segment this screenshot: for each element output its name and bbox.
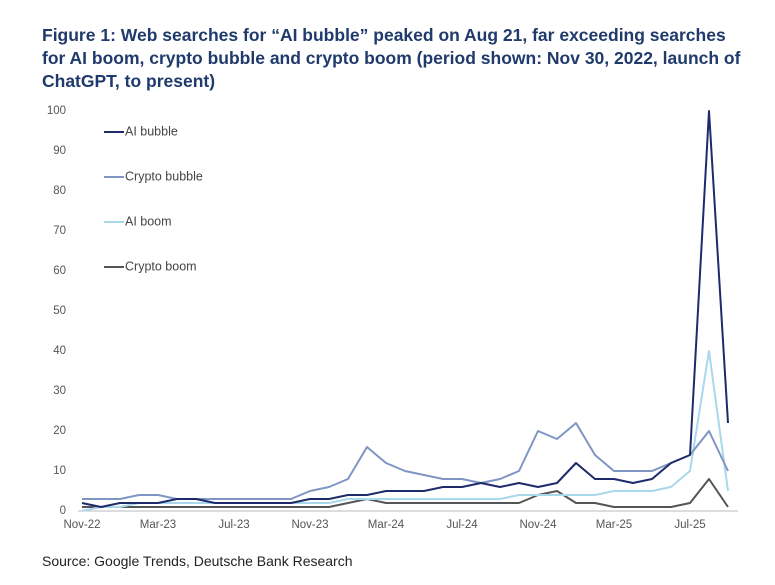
x-tick-label: Jul-25	[674, 519, 705, 531]
legend-label: Crypto boom	[125, 259, 197, 273]
y-tick-label: 50	[53, 305, 66, 317]
legend-label: Crypto bubble	[125, 169, 203, 183]
y-tick-label: 90	[53, 145, 66, 157]
y-tick-label: 40	[53, 345, 66, 357]
x-tick-label: Nov-24	[519, 519, 557, 531]
y-tick-label: 20	[53, 425, 66, 437]
y-tick-label: 70	[53, 225, 66, 237]
series-line	[82, 478, 729, 508]
y-tick-label: 0	[60, 505, 66, 517]
y-tick-label: 10	[53, 465, 66, 477]
x-tick-label: Mar-23	[140, 519, 176, 531]
y-tick-label: 60	[53, 265, 66, 277]
x-tick-label: Nov-23	[291, 519, 328, 531]
x-tick-label: Jul-24	[446, 519, 478, 531]
x-tick-label: Mar-25	[596, 519, 632, 531]
series-line	[81, 110, 729, 508]
legend-label: AI bubble	[125, 124, 178, 138]
x-tick-label: Jul-23	[218, 519, 249, 531]
y-tick-label: 100	[47, 105, 66, 117]
y-tick-label: 30	[53, 385, 66, 397]
x-tick-label: Nov-22	[63, 519, 100, 531]
series-line	[81, 350, 729, 512]
source-note: Source: Google Trends, Deutsche Bank Res…	[42, 553, 353, 569]
chart-title: Figure 1: Web searches for “AI bubble” p…	[42, 25, 741, 91]
y-tick-label: 80	[53, 185, 66, 197]
series-line	[82, 422, 729, 500]
x-tick-label: Mar-24	[368, 519, 405, 531]
legend-label: AI boom	[125, 214, 172, 228]
